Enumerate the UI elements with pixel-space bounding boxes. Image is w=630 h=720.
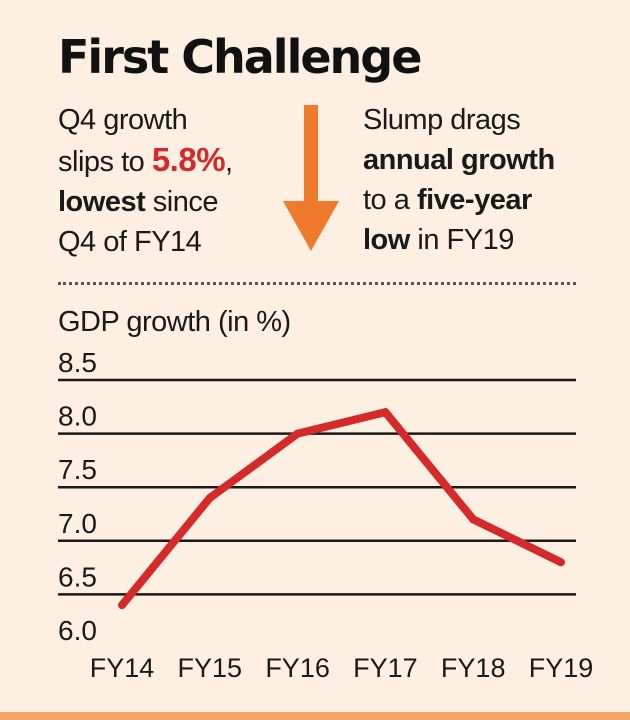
data-point-fy15: [205, 493, 214, 502]
y-tick-label: 8.5: [58, 347, 97, 378]
x-tick-label: FY17: [353, 653, 418, 683]
right-blurb-line4: low in FY19: [363, 220, 625, 260]
x-tick-label: FY16: [265, 653, 330, 683]
gdp-series-line: [118, 408, 563, 608]
growth-value: 5.8%: [151, 141, 226, 178]
right-blurb-line2-bold: annual growth: [363, 144, 555, 176]
right-blurb-line3-pre: to a: [363, 184, 417, 216]
y-tick-label: 6.0: [58, 615, 97, 646]
right-blurb-line4-bold: low: [363, 224, 410, 256]
left-blurb: Q4 growth slips to 5.8%, lowest since Q4…: [58, 100, 293, 262]
x-tick-label: FY15: [178, 653, 243, 683]
bottom-accent-bar: [0, 712, 630, 720]
right-blurb-line3: to a five-year: [363, 180, 625, 220]
left-blurb-line3-bold: lowest: [58, 186, 146, 218]
y-tick-label: 8.0: [58, 401, 97, 432]
page-title: First Challenge: [58, 30, 422, 84]
x-tick-label: FY18: [441, 653, 506, 683]
left-blurb-line2: slips to 5.8%,: [58, 140, 293, 182]
left-blurb-line1: Q4 growth: [58, 104, 188, 136]
left-blurb-line2-pre: slips to: [58, 146, 152, 178]
chart-title: GDP growth (in %): [58, 306, 291, 338]
right-blurb-line1: Slump drags: [363, 104, 521, 136]
y-tick-label: 7.5: [58, 454, 97, 485]
data-point-fy19: [557, 558, 565, 567]
right-blurb: Slump drags annual growth to a five-year…: [363, 100, 625, 260]
left-blurb-line2-post: ,: [225, 146, 233, 178]
down-arrow-icon: [283, 105, 339, 251]
y-tick-label: 7.0: [58, 508, 97, 539]
right-blurb-line4-rest: in FY19: [409, 224, 514, 256]
left-blurb-line3: lowest since: [58, 182, 293, 222]
y-tick-label: 6.5: [58, 561, 97, 592]
section-divider: [58, 282, 576, 285]
left-blurb-line4: Q4 of FY14: [58, 226, 202, 258]
data-point-fy14: [118, 601, 126, 610]
x-tick-label: FY14: [90, 653, 155, 683]
data-point-fy17: [381, 408, 390, 417]
right-blurb-line3-bold: five-year: [416, 184, 532, 216]
left-blurb-line3-rest: since: [145, 186, 219, 218]
x-tick-label: FY19: [529, 653, 594, 683]
right-blurb-line2: annual growth: [363, 140, 625, 180]
data-point-fy18: [469, 515, 478, 524]
data-point-fy16: [293, 429, 302, 438]
